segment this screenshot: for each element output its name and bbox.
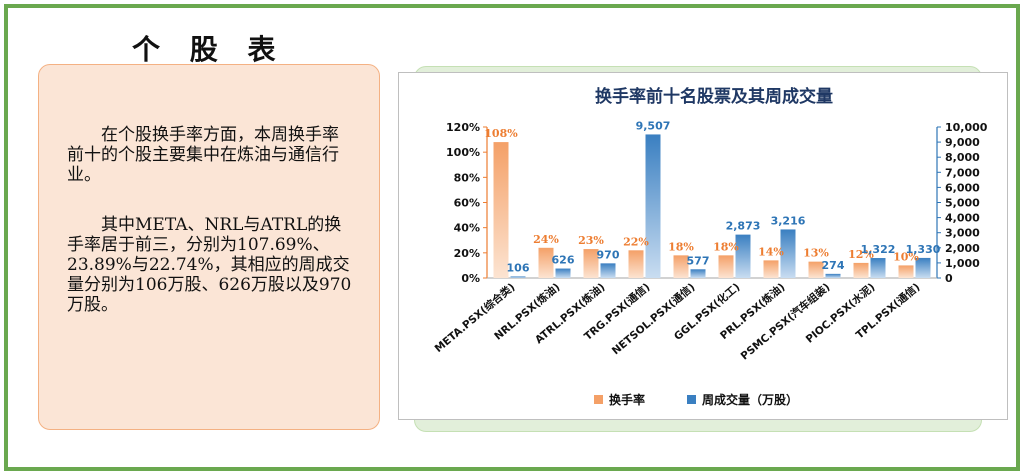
volume-bar: [870, 258, 886, 278]
right-axis-tick-label: 1,000: [945, 257, 980, 270]
right-axis-tick-label: 4,000: [945, 212, 980, 225]
turnover-rate-bar: [898, 265, 914, 278]
left-axis-tick-label: 120%: [446, 121, 480, 134]
turnover-rate-bar: [538, 247, 554, 278]
right-axis-tick-label: 7,000: [945, 166, 980, 179]
turnover-rate-bar: [583, 249, 599, 278]
volume-label: 2,873: [726, 220, 761, 233]
summary-paragraph-2: 其中META、NRL与ATRL的换手率居于前三，分别为107.69%、23.89…: [67, 215, 352, 315]
volume-label: 626: [552, 254, 575, 267]
left-axis-tick-label: 40%: [454, 222, 480, 235]
right-axis-tick-label: 9,000: [945, 136, 980, 149]
summary-paragraph-1: 在个股换手率方面，本周换手率前十的个股主要集中在炼油与通信行业。: [67, 125, 339, 185]
right-axis-tick-label: 5,000: [945, 197, 980, 210]
left-axis-tick-label: 80%: [454, 171, 480, 184]
volume-bar: [735, 234, 751, 278]
volume-label: 1,322: [861, 243, 896, 256]
turnover-rate-bar: [628, 250, 644, 278]
left-axis-tick-label: 60%: [454, 197, 480, 210]
volume-bar: [555, 268, 571, 278]
right-axis-tick-label: 0: [945, 272, 953, 285]
right-axis-tick-label: 8,000: [945, 151, 980, 164]
turnover-rate-bar: [673, 255, 689, 278]
turnover-rate-label: 13%: [803, 247, 829, 260]
turnover-rate-label: 10%: [893, 250, 919, 263]
volume-label: 106: [507, 261, 530, 274]
turnover-rate-bar: [763, 260, 779, 278]
left-axis-tick-label: 0%: [461, 272, 480, 285]
turnover-rate-bar: [493, 142, 509, 278]
volume-bar: [825, 273, 841, 278]
turnover-rate-label: 24%: [533, 233, 559, 246]
category-label: NETSOL.PSX(通信): [609, 280, 697, 357]
left-axis-tick-label: 20%: [454, 247, 480, 260]
turnover-rate-label: 22%: [623, 235, 649, 248]
volume-label: 970: [597, 248, 620, 261]
volume-bar: [690, 269, 706, 278]
turnover-rate-label: 108%: [484, 127, 518, 140]
volume-bar: [510, 276, 526, 278]
volume-bar: [600, 263, 616, 278]
summary-text-box: 在个股换手率方面，本周换手率前十的个股主要集中在炼油与通信行业。 其中META、…: [38, 64, 380, 430]
volume-bar: [915, 257, 931, 278]
volume-bar: [780, 229, 796, 278]
turnover-rate-label: 12%: [848, 248, 874, 261]
turnover-rate-bar: [808, 261, 824, 278]
turnover-rate-label: 23%: [578, 234, 604, 247]
turnover-rate-label: 18%: [668, 240, 694, 253]
turnover-rate-label: 18%: [713, 240, 739, 253]
volume-bar: [645, 134, 661, 278]
section-heading: 个 股 表 现: [132, 33, 286, 106]
category-label: META.PSX(综合类): [432, 280, 518, 355]
right-axis-tick-label: 3,000: [945, 227, 980, 240]
chart-title: 换手率前十名股票及其周成交量: [595, 86, 833, 107]
turnover-rate-bar: [718, 255, 734, 278]
right-axis-tick-label: 10,000: [945, 121, 988, 134]
volume-label: 3,216: [771, 214, 806, 227]
right-axis-tick-label: 2,000: [945, 242, 980, 255]
volume-label: 1,330: [906, 243, 941, 256]
turnover-volume-chart: 换手率前十名股票及其周成交量 0% 20% 40% 60% 80% 100% 120% 0 1,…: [432, 86, 988, 407]
chart-panel: 换手率前十名股票及其周成交量 0% 20% 40% 60% 80% 100% 120% 0 1,…: [398, 72, 1008, 420]
category-label: PSMC.PSX(汽车组装): [738, 280, 832, 362]
volume-label: 9,507: [636, 119, 671, 132]
legend-label-turnover: 换手率: [609, 392, 645, 407]
turnover-rate-label: 14%: [758, 245, 784, 258]
right-axis-tick-label: 6,000: [945, 181, 980, 194]
legend-label-volume: 周成交量（万股）: [702, 392, 798, 407]
volume-label: 274: [822, 259, 845, 272]
left-axis-tick-label: 100%: [446, 146, 480, 159]
volume-label: 577: [687, 254, 710, 267]
legend-swatch-turnover: [594, 395, 603, 404]
turnover-rate-bar: [853, 262, 869, 278]
legend-swatch-volume: [687, 395, 696, 404]
